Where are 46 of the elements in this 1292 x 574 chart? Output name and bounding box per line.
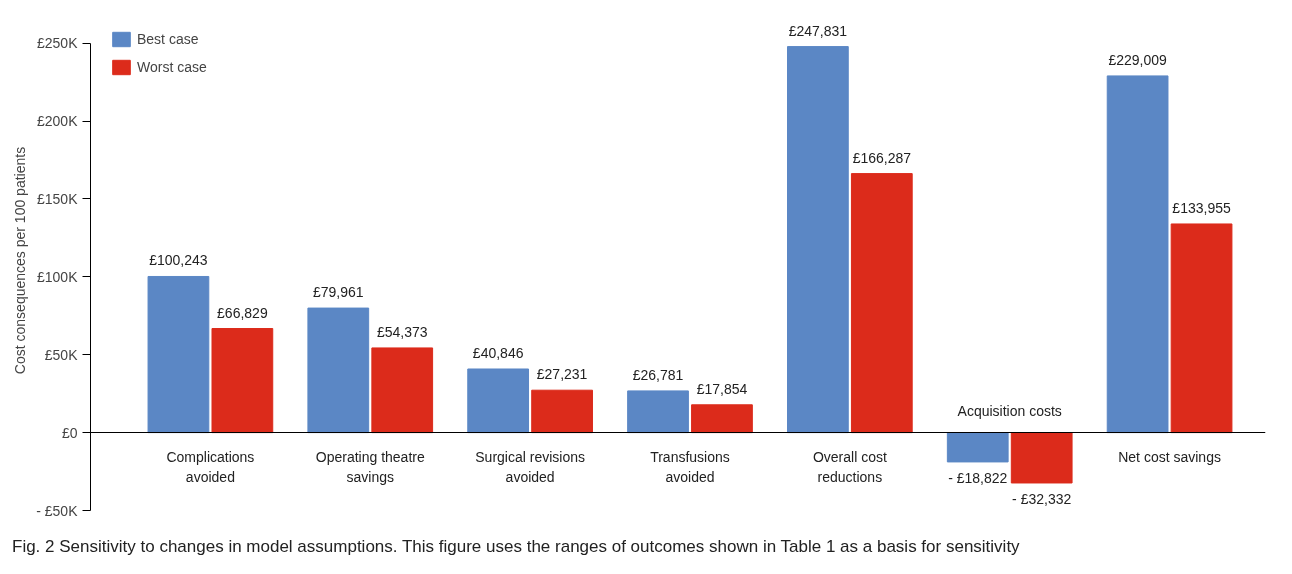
y-tick-label: £250K (37, 35, 79, 52)
bar (1170, 223, 1233, 434)
caption: Fig. 2 Sensitivity to changes in model assumptions. This figure uses the ranges of outcomes shown in Table 1 as a basis for sensitivity (12, 536, 1020, 558)
data-label: £66,829 (217, 304, 268, 321)
data-label: £100,243 (149, 252, 208, 269)
x-tick-label: Net cost savings (1118, 448, 1221, 465)
bar (1010, 432, 1073, 484)
data-label: - £18,822 (948, 469, 1008, 486)
data-label: £133,955 (1172, 199, 1231, 216)
bar (531, 389, 593, 434)
data-label: £40,846 (472, 345, 524, 361)
data-label: £26,781 (632, 366, 684, 383)
data-label: £17,854 (696, 380, 748, 397)
data-label: - £32,332 (1012, 490, 1072, 507)
y-tick-label: - £50K (36, 502, 79, 519)
data-label: £79,961 (312, 284, 364, 301)
data-label: £27,231 (536, 366, 588, 383)
x-tick-label: Surgical revisions avoided (475, 448, 585, 485)
bar (307, 307, 370, 434)
data-label: £166,287 (852, 149, 912, 166)
bar (211, 328, 274, 434)
x-tick-label: Acquisition costs (957, 402, 1062, 419)
x-tick-label: Operating theatre savings (315, 448, 425, 485)
y-tick-label: £200K (37, 113, 79, 130)
y-tick-label: £150K (37, 190, 79, 207)
bar (850, 173, 913, 434)
legend-label: Worst case (137, 59, 207, 75)
bar (946, 432, 1009, 463)
x-tick-label: Complications avoided (166, 448, 255, 485)
bar (147, 275, 210, 434)
bar (691, 404, 753, 434)
bar (371, 347, 434, 434)
x-tick-label: Overall cost reductions (812, 448, 887, 485)
legend-label: Best case (137, 31, 199, 47)
y-tick-label: £100K (37, 268, 79, 285)
bar (1106, 75, 1169, 434)
data-label: £229,009 (1108, 51, 1168, 68)
y-tick-label: £0 (61, 424, 78, 441)
data-label: £54,373 (376, 323, 428, 340)
bar (627, 390, 689, 434)
data-label: £247,831 (788, 22, 848, 39)
bar (467, 368, 530, 434)
y-axis-title: Cost consequences per 100 patients (12, 146, 29, 375)
y-tick-label: £50K (44, 346, 79, 363)
bar (787, 46, 849, 434)
x-tick-label: Transfusions avoided (650, 448, 730, 485)
